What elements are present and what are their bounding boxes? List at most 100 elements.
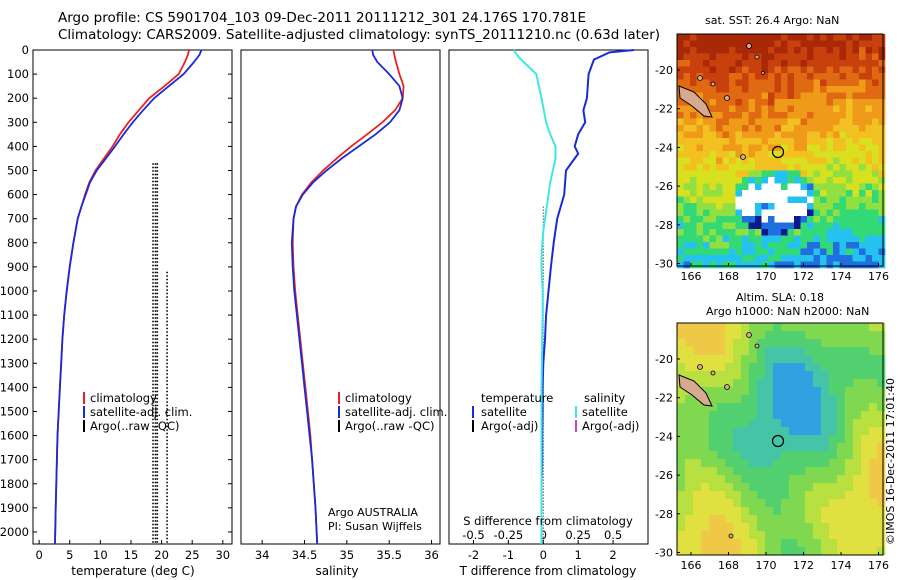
sst-cell	[800, 196, 808, 204]
sla-cell	[877, 387, 886, 396]
sst-cell	[820, 66, 827, 74]
sst-cell	[781, 216, 788, 223]
sst-cell	[820, 235, 827, 243]
sla-cell	[773, 443, 782, 452]
sst-cell	[852, 66, 860, 74]
sst-cell	[865, 144, 873, 152]
sla-cell	[853, 451, 862, 460]
sla-cell	[805, 419, 814, 428]
sst-cell	[729, 112, 736, 119]
sst-cell	[735, 60, 743, 67]
sst-cell	[852, 99, 860, 106]
sst-cell	[677, 112, 684, 119]
sst-cell	[722, 66, 730, 74]
sla-cell	[821, 395, 830, 404]
sla-cell	[861, 515, 870, 524]
sla-cell	[765, 371, 774, 380]
sst-cell	[878, 203, 886, 210]
sla-cell	[845, 403, 854, 412]
sst-cell	[807, 138, 814, 145]
sst-cell	[865, 190, 873, 197]
sla-cell	[725, 467, 734, 476]
temp-tick-label: 15	[124, 548, 139, 562]
sla-cell	[829, 539, 838, 548]
sst-cell	[742, 170, 749, 178]
sla-cell	[773, 547, 782, 556]
sst-cell	[722, 222, 730, 230]
sst-cell	[774, 177, 782, 184]
map-lat-label: -20	[655, 353, 673, 366]
sst-cell	[690, 66, 697, 74]
sst-cell	[826, 66, 834, 74]
sst-cell	[683, 229, 691, 236]
sst-cell	[781, 34, 788, 41]
sst-cell	[794, 118, 801, 126]
sst-cell	[761, 222, 769, 230]
sst-cell	[716, 170, 723, 178]
sst-cell	[859, 112, 866, 119]
sst-cell	[716, 73, 723, 80]
sla-cell	[685, 459, 694, 468]
sla-cell	[805, 523, 814, 532]
depth-tick-label: 1100	[0, 308, 29, 322]
sla-cell	[741, 523, 750, 532]
sst-cell	[774, 209, 782, 217]
sst-cell	[865, 177, 873, 184]
depth-tick-label: 1500	[0, 404, 29, 418]
island-marker	[710, 81, 716, 87]
sla-cell	[709, 531, 718, 540]
sst-cell	[703, 144, 710, 152]
sst-cell	[872, 190, 879, 197]
sst-cell	[709, 53, 717, 61]
sst-cell	[690, 235, 697, 243]
map-lon-label: 170	[756, 270, 777, 283]
sst-cell	[852, 170, 860, 178]
sst-cell	[761, 73, 769, 80]
depth-tick-label: 200	[7, 91, 29, 105]
island-marker	[697, 75, 703, 81]
sla-cell	[853, 483, 862, 492]
s-diff-tick-label: -0.25	[493, 528, 523, 542]
sla-cell	[861, 427, 870, 436]
sst-cell	[735, 170, 743, 178]
sst-cell	[703, 248, 710, 256]
sst-cell	[878, 60, 886, 67]
sst-cell	[735, 203, 743, 210]
sla-cell	[829, 475, 838, 484]
sst-cell	[813, 99, 821, 106]
sla-cell	[781, 363, 790, 372]
sst-cell	[742, 157, 749, 165]
sst-cell	[709, 92, 717, 100]
sst-cell	[677, 177, 684, 184]
sla-cell	[781, 547, 790, 556]
sst-cell	[839, 131, 847, 139]
sla-cell	[717, 323, 726, 332]
sst-cell	[703, 53, 710, 61]
sst-cell	[859, 177, 866, 184]
sst-cell	[800, 73, 808, 80]
sla-cell	[765, 483, 774, 492]
sst-cell	[781, 86, 788, 93]
sla-cell	[829, 467, 838, 476]
sst-cell	[846, 235, 853, 243]
sst-cell	[690, 177, 697, 184]
sla-cell	[789, 531, 798, 540]
sla-cell	[693, 435, 702, 444]
sla-cell	[717, 395, 726, 404]
sst-cell	[690, 125, 697, 132]
sst-cell	[872, 34, 879, 41]
sst-cell	[722, 131, 730, 139]
sst-cell	[872, 157, 879, 165]
sst-cell	[839, 190, 847, 197]
sla-cell	[685, 339, 694, 348]
sst-cell	[820, 118, 827, 126]
sla-cell	[725, 323, 734, 332]
sla-cell	[877, 339, 886, 348]
sst-cell	[813, 255, 821, 262]
sst-cell	[755, 177, 762, 184]
sla-cell	[805, 379, 814, 388]
sst-cell	[722, 203, 730, 210]
sst-cell	[820, 255, 827, 262]
sst-cell	[729, 248, 736, 256]
sst-cell	[807, 79, 814, 87]
